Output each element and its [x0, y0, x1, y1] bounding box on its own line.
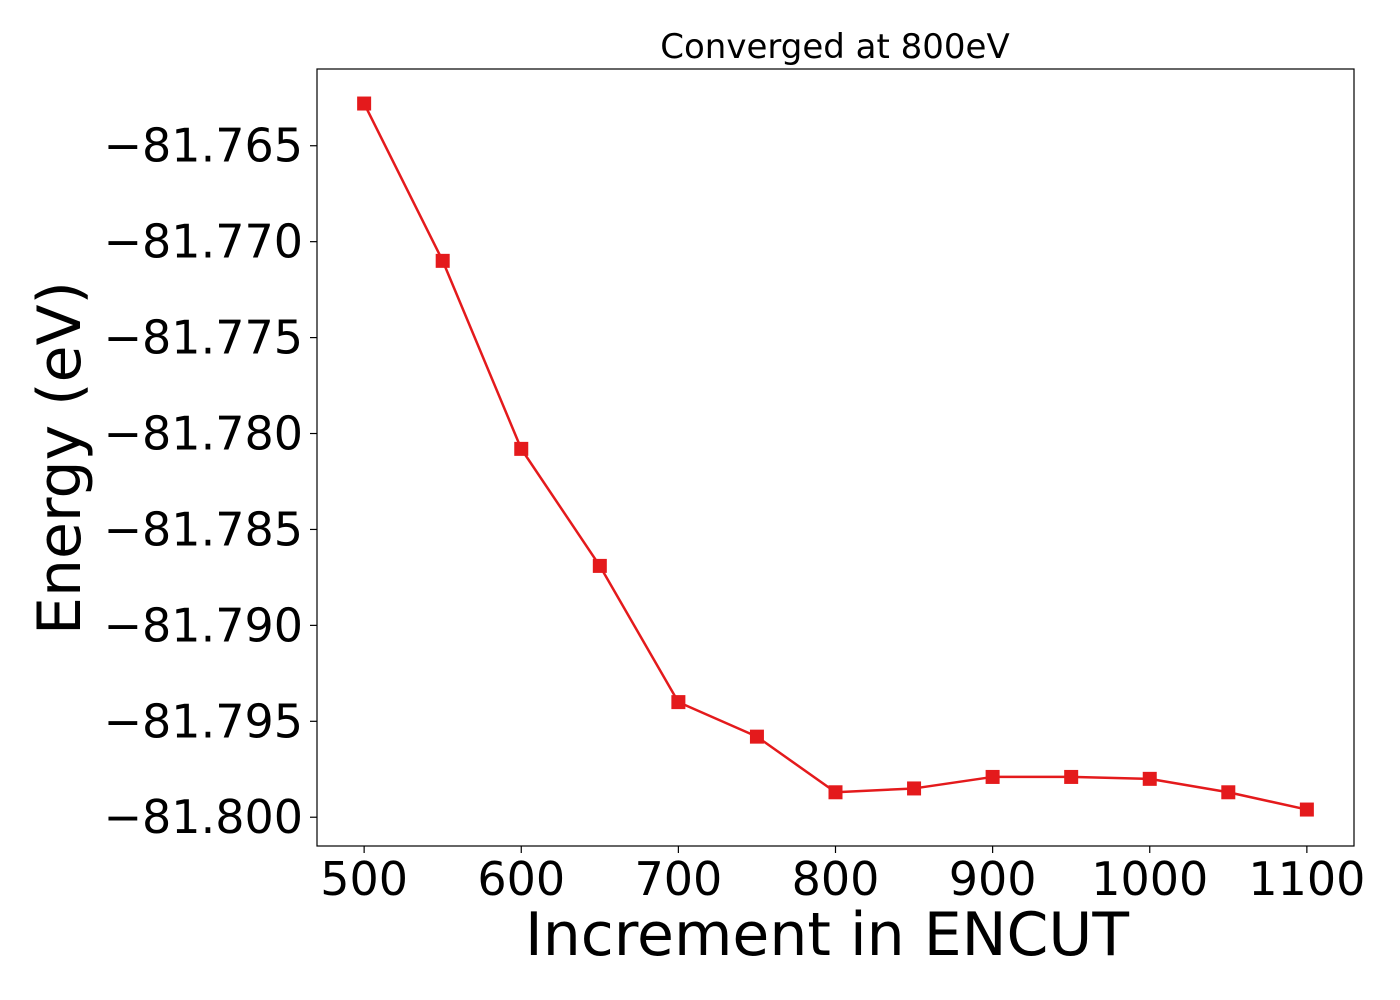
data-point [985, 769, 1000, 784]
x-tick-label: 1100 [1248, 852, 1365, 906]
x-axis-label: Increment in ENCUT [525, 900, 1129, 970]
x-tick-label: 800 [792, 852, 880, 906]
data-point [435, 253, 450, 268]
y-tick-label: −81.795 [104, 694, 304, 748]
data-point [1142, 771, 1157, 786]
data-point [1064, 769, 1079, 784]
y-axis-label: Energy (eV) [25, 281, 95, 635]
y-tick-label: −81.800 [104, 790, 304, 844]
plot-area [316, 68, 1355, 847]
y-tick-label: −81.785 [104, 502, 304, 556]
x-tick-label: 500 [320, 852, 408, 906]
y-tick-label: −81.770 [104, 215, 304, 269]
data-point [1221, 785, 1236, 800]
chart-title: Converged at 800eV [660, 27, 1009, 67]
y-tick-label: −81.790 [104, 598, 304, 652]
data-point [907, 781, 922, 796]
y-tick-label: −81.775 [104, 311, 304, 365]
x-tick-label: 700 [634, 852, 722, 906]
y-tick-label: −81.780 [104, 407, 304, 461]
x-tick-label: 1000 [1091, 852, 1208, 906]
y-tick-label: −81.765 [104, 119, 304, 173]
x-tick-label: 600 [477, 852, 565, 906]
y-axis-ticks: −81.765 −81.770 −81.775 −81.780 −81.785 −81.7… [104, 119, 317, 844]
series-line [363, 102, 1308, 811]
data-point [1299, 802, 1314, 817]
data-point [592, 558, 607, 573]
data-point [828, 785, 843, 800]
data-point [671, 695, 686, 710]
series-0 [357, 96, 1314, 817]
x-tick-label: 900 [949, 852, 1037, 906]
data-point [357, 96, 372, 111]
x-axis-ticks: 500 600 700 800 900 1000 1100 [320, 846, 1365, 906]
data-point [749, 729, 764, 744]
data-point [514, 441, 529, 456]
axes-frame [316, 68, 1355, 847]
